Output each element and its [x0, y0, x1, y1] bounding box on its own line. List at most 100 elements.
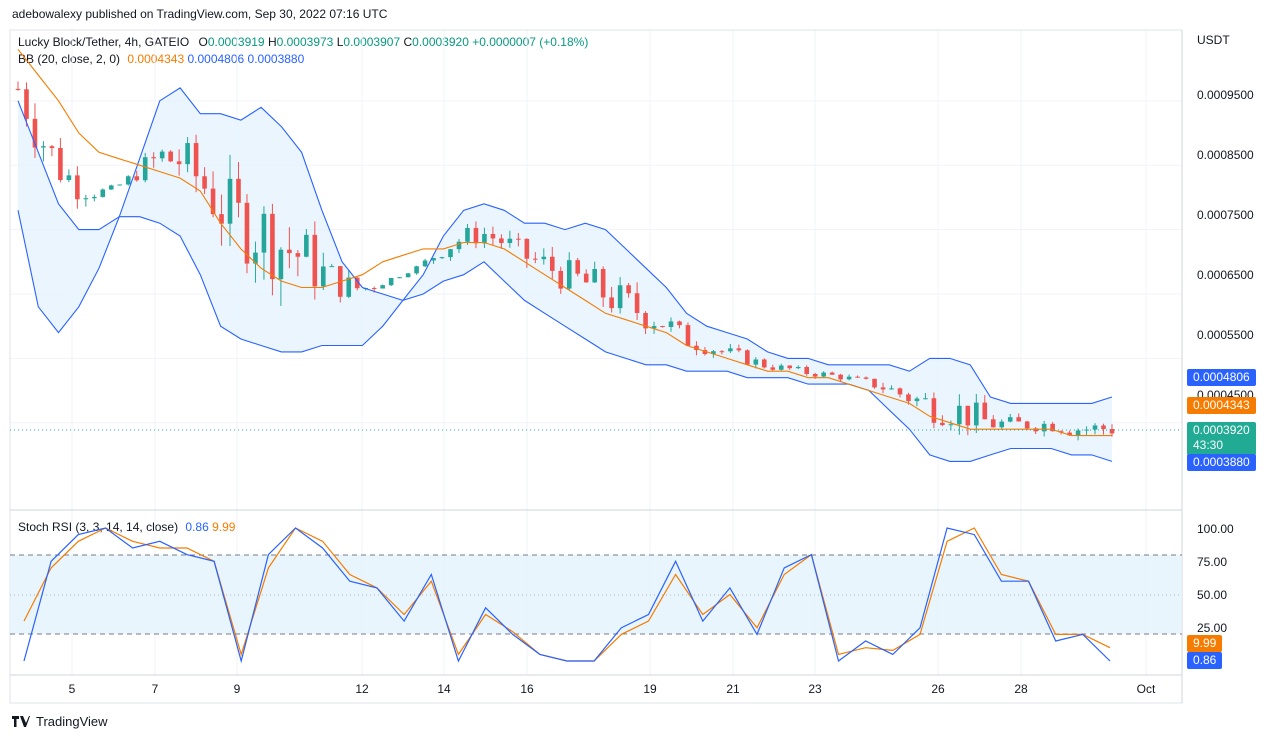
candle-down: [931, 398, 937, 423]
candle-up: [846, 376, 852, 380]
candle-up: [889, 388, 894, 390]
candle-up: [974, 402, 979, 426]
currency-label: USDT: [1197, 33, 1230, 47]
candle-down: [804, 366, 809, 374]
candle-down: [75, 175, 80, 200]
bb-lower-line: [17, 210, 1113, 462]
candle-down: [838, 374, 843, 380]
candle-down: [990, 419, 996, 428]
candle-down: [193, 143, 199, 177]
candle-down: [745, 350, 750, 365]
candle-down: [694, 345, 699, 351]
candle-down: [906, 394, 911, 402]
candle-up: [278, 249, 284, 280]
candle-down: [982, 402, 988, 420]
time-label: 28: [1014, 682, 1028, 696]
candle-up: [507, 238, 513, 244]
time-axis: 5 7 9 12 14 16 19 21 23 26 28 Oct: [69, 682, 1156, 696]
candle-down: [761, 359, 767, 368]
legend-change: +0.0000007 (+0.18%): [472, 35, 589, 49]
candle-down: [287, 249, 292, 254]
candle-up: [83, 198, 89, 200]
time-label: 21: [726, 682, 740, 696]
candle-down: [600, 268, 606, 298]
candle-up: [380, 285, 385, 289]
candle-up: [66, 175, 72, 180]
candle-down: [371, 288, 377, 290]
legend-symbol[interactable]: Lucky Block/Tether, 4h, GATEIO: [18, 35, 190, 49]
bb-label[interactable]: BB (20, close, 2, 0): [18, 52, 121, 66]
candle-up: [651, 326, 657, 329]
candle-down: [872, 378, 877, 388]
candle-down: [643, 312, 648, 329]
stoch-legend[interactable]: Stoch RSI (3, 3, 14, 14, close) 0.86 9.9…: [18, 520, 235, 534]
stoch-d-value: 9.99: [212, 520, 236, 534]
candle-up: [778, 365, 784, 370]
candle-down: [524, 238, 530, 259]
candle-up: [92, 196, 97, 199]
candle-down: [24, 89, 29, 119]
candle-up: [948, 424, 954, 426]
candle-down: [1109, 429, 1115, 434]
candle-down: [58, 148, 63, 180]
candle-up: [321, 266, 326, 287]
candle-up: [125, 176, 131, 185]
legend-low-label: L: [336, 35, 344, 49]
candle-up: [304, 234, 309, 257]
candle-down: [270, 213, 275, 280]
bb-band-fill: [18, 87, 1112, 462]
candle-timer: 43:30: [1193, 438, 1224, 452]
candle-down: [787, 365, 793, 369]
bb-upper-value: 0.0004806: [187, 52, 245, 66]
candle-up: [431, 258, 436, 261]
candle-down: [210, 188, 216, 215]
candle-down: [897, 388, 903, 395]
candle-down: [1024, 421, 1030, 429]
candle-up: [465, 227, 470, 242]
legend-open-label: O: [198, 35, 208, 49]
stoch-label[interactable]: Stoch RSI (3, 3, 14, 14, close): [18, 520, 179, 534]
price-tick-3: 0.0006500: [1197, 268, 1254, 282]
candle-up: [414, 266, 419, 274]
candle-down: [176, 161, 182, 165]
candle-up: [1092, 425, 1098, 430]
time-label: 16: [520, 682, 534, 696]
candle-up: [541, 256, 547, 260]
legend-high-value: 0.0003973: [276, 35, 334, 49]
rsi-tick-25: 25.00: [1197, 621, 1227, 635]
candle-up: [100, 189, 106, 197]
candle-up: [117, 184, 123, 186]
bb-basis-tag: 0.0004343: [1187, 397, 1256, 414]
candle-down: [626, 285, 631, 294]
candle-up: [753, 359, 759, 365]
legend-high-label: H: [267, 35, 277, 49]
candle-up: [227, 178, 233, 224]
time-label: 19: [643, 682, 657, 696]
footer-brand-label: TradingView: [36, 714, 108, 729]
price-legend[interactable]: Lucky Block/Tether, 4h, GATEIO O0.000391…: [18, 35, 588, 49]
candle-up: [1007, 417, 1013, 422]
candle-up: [914, 398, 920, 402]
candle-up: [1041, 423, 1047, 432]
candle-up: [346, 277, 352, 297]
footer-brand[interactable]: TradingView: [12, 714, 108, 729]
candle-up: [456, 241, 462, 250]
bb-basis-value: 0.0004343: [127, 52, 185, 66]
candle-down: [855, 376, 860, 378]
candle-down: [499, 238, 504, 244]
candle-down: [549, 256, 555, 271]
candle-up: [728, 348, 733, 352]
candle-up: [592, 268, 597, 283]
candle-down: [880, 387, 886, 390]
candle-up: [439, 257, 445, 259]
candle-down: [134, 176, 140, 181]
stoch-d-tag: 9.99: [1187, 635, 1223, 652]
candle-down: [940, 422, 945, 426]
candle-down: [1050, 423, 1055, 432]
candle-down: [575, 260, 581, 274]
candle-up: [388, 277, 394, 286]
price-tick-0: 0.0009500: [1197, 88, 1254, 102]
bb-legend[interactable]: BB (20, close, 2, 0) 0.0004343 0.0004806…: [18, 52, 304, 66]
candle-down: [533, 258, 538, 260]
